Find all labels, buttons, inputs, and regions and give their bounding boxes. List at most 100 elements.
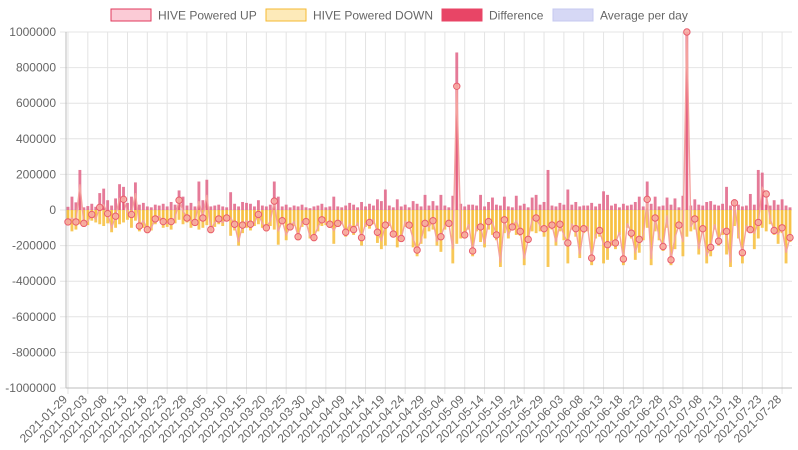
- bar-difference: [194, 210, 196, 223]
- bar-powered-up: [518, 205, 522, 210]
- bar-powered-up: [602, 191, 605, 210]
- bar-powered-up: [562, 204, 566, 210]
- bar-powered-up: [137, 204, 141, 210]
- bar-difference: [694, 210, 696, 219]
- bar-powered-up: [304, 207, 308, 210]
- bar-difference: [384, 210, 387, 226]
- y-tick-label: 800000: [16, 61, 56, 75]
- average-point: [111, 212, 120, 220]
- bar-powered-up: [114, 198, 118, 210]
- bar-powered-up: [665, 197, 669, 210]
- y-tick-label: 600000: [16, 96, 56, 110]
- bar-difference: [761, 187, 763, 210]
- average-point: [80, 219, 88, 228]
- average-point: [270, 197, 278, 205]
- legend-item-3[interactable]: Average per day: [552, 8, 688, 23]
- average-point: [405, 221, 413, 229]
- bar-difference: [281, 210, 283, 221]
- bar-powered-up: [241, 201, 244, 210]
- bar-powered-up: [721, 203, 725, 210]
- bar-powered-up: [292, 205, 296, 210]
- legend-item-0[interactable]: HIVE Powered UP: [110, 8, 257, 23]
- bar-powered-up: [126, 202, 129, 210]
- bar-powered-up: [364, 206, 367, 210]
- bar-difference: [725, 210, 728, 232]
- bar-difference: [559, 210, 561, 225]
- average-point: [341, 228, 350, 236]
- bar-difference: [408, 210, 410, 226]
- bar-difference: [642, 210, 644, 237]
- average-point: [461, 231, 469, 239]
- bar-powered-up: [153, 204, 157, 210]
- bar-powered-up: [483, 206, 486, 210]
- bar-difference: [297, 210, 299, 237]
- average-point: [683, 28, 691, 36]
- bar-powered-up: [360, 201, 363, 210]
- bar-difference: [229, 210, 232, 219]
- bar-difference: [567, 210, 569, 243]
- bar-difference: [674, 210, 676, 238]
- x-axis-ticks: 2021-01-292021-02-032021-02-082021-02-13…: [17, 392, 785, 446]
- bar-difference: [535, 210, 537, 219]
- bar-difference: [122, 199, 125, 210]
- average-point: [754, 218, 762, 227]
- chart-legend[interactable]: HIVE Powered UP HIVE Powered DOWN Differen…: [110, 8, 688, 23]
- legend-swatch: [441, 8, 483, 22]
- bar-difference: [245, 210, 248, 221]
- bar-difference: [420, 210, 422, 241]
- average-point: [651, 214, 659, 222]
- bar-powered-up: [617, 207, 621, 210]
- bar-difference: [352, 210, 355, 230]
- legend-item-2[interactable]: Difference: [441, 8, 544, 23]
- bar-difference: [186, 210, 188, 219]
- average-point: [580, 224, 588, 233]
- bar-difference: [444, 210, 446, 226]
- bar-powered-up: [256, 200, 260, 210]
- bar-difference: [233, 210, 236, 225]
- bar-powered-up: [201, 200, 205, 210]
- bar-powered-down: [126, 210, 129, 220]
- bar-difference: [658, 210, 660, 237]
- bar-powered-up: [729, 205, 732, 210]
- bar-difference: [555, 210, 557, 243]
- legend-item-1[interactable]: HIVE Powered DOWN: [265, 8, 433, 23]
- bar-powered-up: [233, 203, 237, 210]
- average-point: [397, 234, 405, 243]
- bar-powered-up: [558, 202, 562, 210]
- average-point: [627, 229, 636, 237]
- bar-powered-up: [784, 205, 788, 210]
- bar-powered-down: [205, 210, 209, 226]
- average-point: [635, 235, 643, 244]
- bar-powered-up: [300, 204, 304, 210]
- bar-difference: [309, 210, 311, 237]
- bar-difference: [448, 210, 450, 224]
- bar-powered-up: [566, 189, 570, 210]
- average-point: [730, 199, 739, 207]
- bar-powered-up: [443, 205, 447, 210]
- average-point: [103, 209, 112, 218]
- bar-difference: [416, 210, 418, 251]
- bar-difference: [583, 210, 585, 229]
- bar-difference: [102, 204, 105, 210]
- bar-powered-up: [391, 207, 395, 210]
- bar-difference: [479, 210, 482, 227]
- average-point: [508, 223, 517, 231]
- bar-difference: [765, 193, 767, 210]
- bar-difference: [575, 210, 577, 229]
- average-point: [540, 224, 548, 233]
- bar-difference: [471, 210, 474, 251]
- bar-difference: [519, 210, 521, 232]
- bar-powered-up: [435, 205, 439, 210]
- bar-difference: [626, 210, 629, 224]
- bar-powered-up: [677, 207, 681, 210]
- bar-powered-up: [375, 199, 379, 210]
- bar-difference: [781, 210, 783, 228]
- bar-difference: [463, 210, 466, 235]
- bar-powered-up: [229, 192, 233, 210]
- bar-difference: [579, 210, 581, 255]
- average-point: [762, 190, 770, 198]
- bar-powered-up: [372, 205, 375, 210]
- bar-difference: [214, 210, 216, 223]
- average-point: [437, 233, 445, 241]
- bar-powered-up: [118, 184, 121, 210]
